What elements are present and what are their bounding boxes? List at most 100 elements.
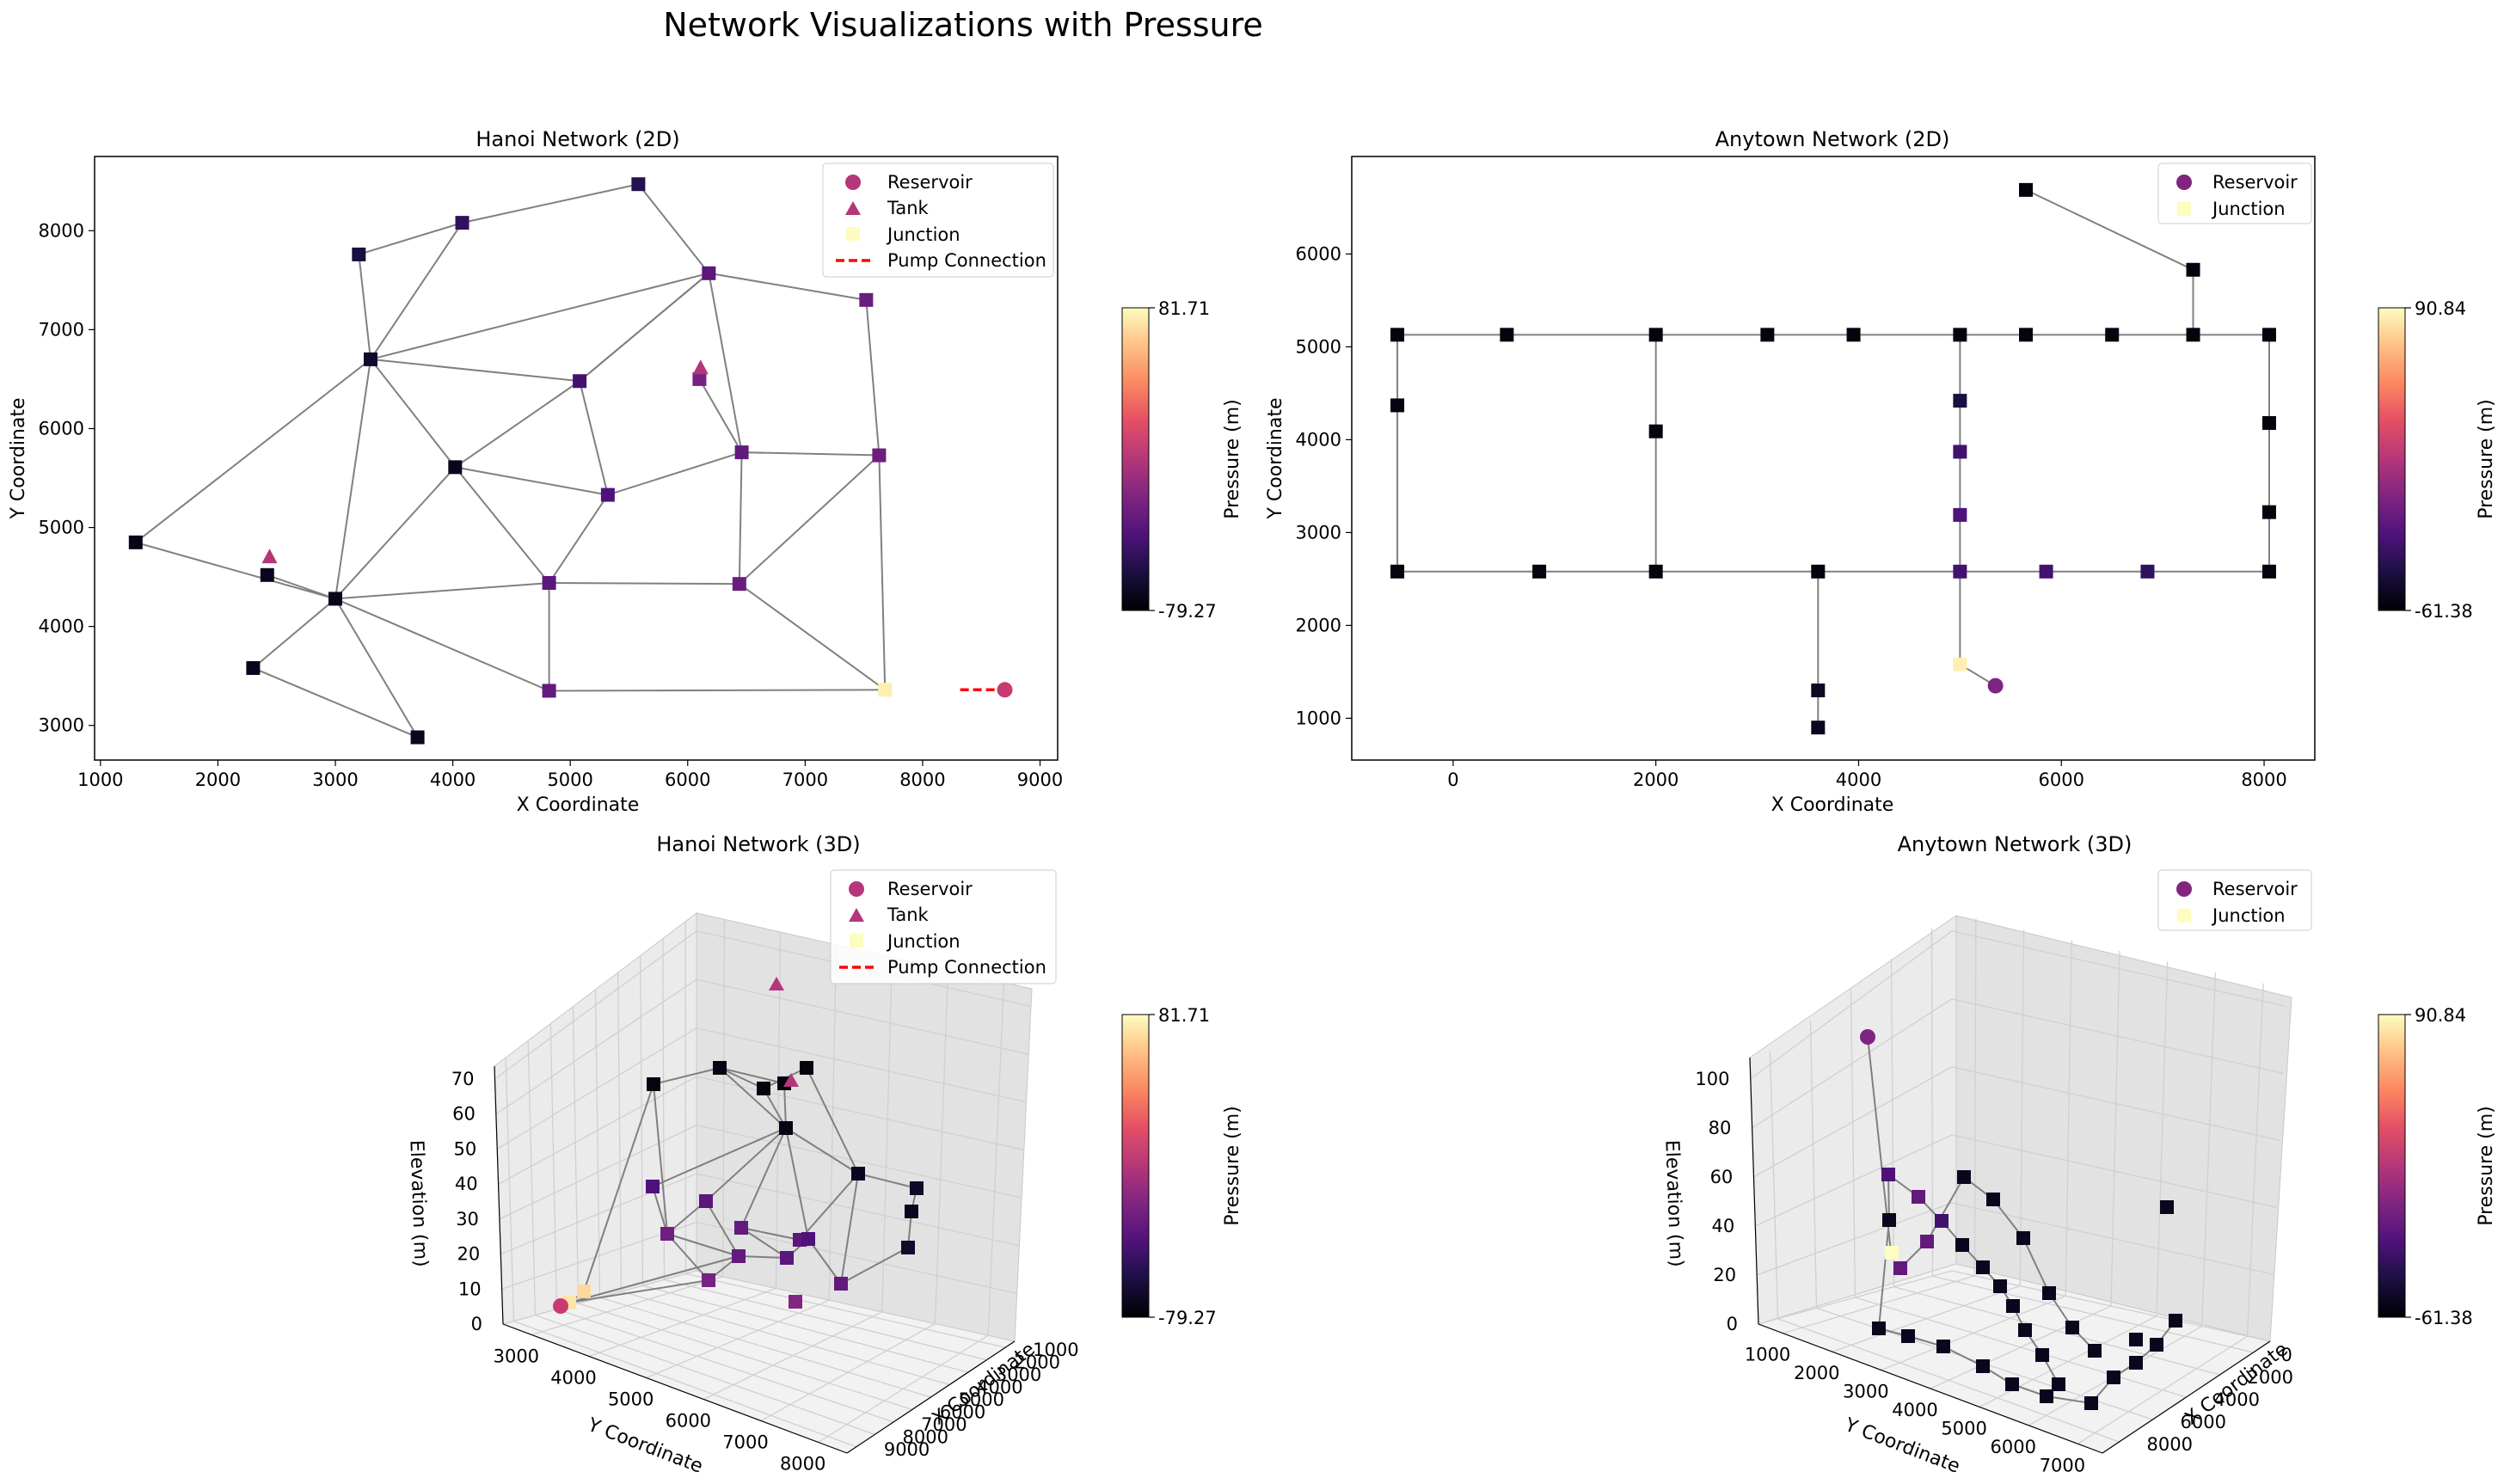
junction-marker (631, 177, 646, 192)
y-tick-label: 1000 (1745, 1345, 1790, 1365)
junction-marker (1872, 1321, 1886, 1335)
y-tick-label: 2000 (1296, 615, 1341, 635)
junction-marker (851, 1167, 865, 1180)
x-tick-label: 6000 (665, 770, 710, 790)
x-tick-label: 2000 (1633, 770, 1678, 790)
junction-marker (1953, 564, 1967, 579)
back-grid-line (696, 1027, 1027, 1103)
junction-marker (2088, 1344, 2102, 1358)
y-tick-label: 5000 (1296, 336, 1341, 357)
junction-marker (1881, 1168, 1895, 1181)
left-grid-line (1809, 1020, 1818, 1309)
junction-marker (699, 1194, 713, 1208)
x-tick-label: 2000 (2248, 1367, 2293, 1388)
y-tick-label: 6000 (39, 418, 84, 438)
colorbar-min-label: -61.38 (2415, 601, 2473, 622)
junction-marker (455, 216, 469, 230)
junction-marker (1986, 1193, 2000, 1206)
pipe-edge (253, 667, 418, 739)
pipe-edge (1878, 1219, 1890, 1329)
junction-marker (260, 567, 274, 582)
hanoi-3d-axes-box (494, 911, 1033, 1454)
junction-marker (410, 730, 425, 745)
hanoi-2d-xlabel: X Coordinate (517, 794, 640, 816)
pipe-edge (334, 598, 549, 692)
junction-marker (1500, 328, 1514, 342)
junction-marker (1976, 1260, 1990, 1274)
pipe-edge (359, 222, 463, 255)
pipe-edge (708, 273, 743, 453)
junction-marker (732, 577, 746, 592)
junction-marker (1760, 328, 1775, 342)
pipe-edge (267, 573, 336, 600)
y-tick-label: 7000 (39, 319, 84, 340)
junction-marker (600, 488, 615, 502)
z-tick-label: 40 (1711, 1216, 1734, 1236)
pipe-edge (455, 466, 609, 496)
junction-marker (2186, 262, 2200, 277)
junction-marker (801, 1232, 815, 1246)
pipe-edge (840, 1247, 909, 1285)
back-grid-line (696, 978, 1029, 1055)
tank-marker (769, 977, 784, 990)
pipe-edge (840, 1173, 859, 1285)
junction-legend-marker (846, 227, 860, 241)
x-tick-label: 0 (1447, 770, 1458, 790)
junction-marker (834, 1277, 848, 1291)
junction-marker (647, 1077, 660, 1091)
y-tick-label: 6000 (666, 1411, 711, 1432)
y-axis-line (502, 1323, 848, 1454)
junction-marker (2039, 564, 2053, 579)
pipe-edge (370, 359, 457, 468)
left-grid-line (617, 972, 623, 1292)
pipe-edge (719, 1067, 785, 1084)
tank-marker (783, 1073, 799, 1087)
left-grid-line (1769, 1051, 1779, 1319)
x-tick-label: 5000 (547, 770, 592, 790)
hanoi-3d-colorbar: 81.71 -79.27 Pressure (m) (1121, 1005, 1243, 1328)
floor-grid-line (1777, 1318, 2120, 1443)
legend-label-pump: Pump Connection (887, 250, 1046, 271)
back-grid-line (1973, 918, 1977, 1276)
reservoir-marker (1860, 1029, 1875, 1045)
junction-marker (2006, 1299, 2020, 1313)
floor-grid-line (535, 1315, 875, 1435)
x-axis-line (2102, 1340, 2271, 1454)
pipe-edge (568, 1279, 709, 1303)
back-grid-line (696, 1270, 1016, 1342)
junction-marker (1390, 398, 1405, 413)
back-grid-line (987, 982, 1005, 1336)
pipe-edge (698, 378, 743, 453)
hanoi-3d-legend: Reservoir Tank Junction Pump Connection (830, 869, 1057, 984)
legend-label-reservoir: Reservoir (887, 172, 973, 193)
x-tick-label: 7000 (782, 770, 828, 790)
x-tick-label: 4000 (430, 770, 476, 790)
left-grid-line (1758, 1270, 1953, 1325)
anytown-2d-xlabel: X Coordinate (1771, 794, 1894, 816)
junction-legend-marker (2177, 202, 2191, 216)
pipe-edge (370, 272, 709, 360)
junction-marker (2052, 1377, 2065, 1391)
junction-marker (542, 576, 556, 591)
junction-marker (1846, 328, 1861, 342)
reservoir-marker (553, 1298, 568, 1314)
anytown-2d-axes-frame (1351, 156, 2316, 761)
left-grid-line (572, 1006, 580, 1303)
junction-marker (1648, 424, 1663, 438)
pipe-edge (607, 451, 742, 496)
pipe-edge (785, 1127, 809, 1240)
pipe-edge (666, 1233, 709, 1281)
colorbar-max-label: 90.84 (2415, 1005, 2466, 1026)
z-tick-label: 0 (471, 1314, 482, 1334)
junction-legend-marker (850, 934, 863, 947)
pipe-edge (705, 1127, 787, 1202)
junction-marker (2160, 1200, 2174, 1214)
junction-legend-marker (2177, 909, 2191, 923)
x-tick-label: 8000 (903, 1426, 948, 1447)
left-grid-line (499, 1125, 697, 1220)
x-tick-label: 9000 (1017, 770, 1063, 790)
x-tick-label: 1000 (1033, 1340, 1078, 1360)
reservoir-legend-marker (2176, 881, 2192, 897)
y-tick-label: 5000 (39, 518, 84, 538)
y-tick-label: 1000 (1296, 708, 1341, 728)
